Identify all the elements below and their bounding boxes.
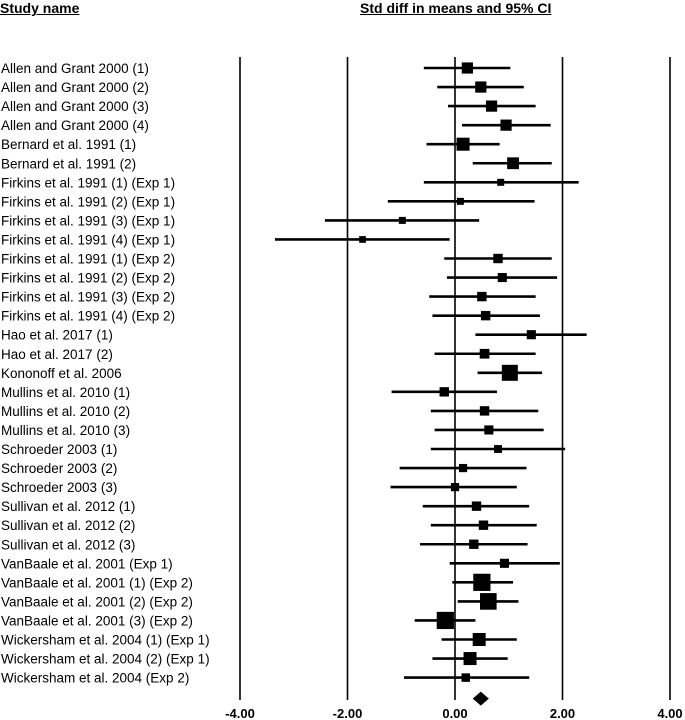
point-estimate	[359, 236, 366, 243]
point-estimate	[479, 406, 490, 416]
study-marks	[274, 62, 587, 682]
study-label: Bernard et al. 1991 (1)	[1, 137, 136, 152]
study-label: Sullivan et al. 2012 (1)	[1, 499, 135, 514]
study-label: VanBaale et al. 2001 (3) (Exp 2)	[1, 613, 193, 628]
effect-size-header: Std diff in means and 95% CI	[360, 0, 552, 16]
point-estimate	[472, 633, 486, 646]
study-label: Wickersham et al. 2004 (1) (Exp 1)	[1, 633, 210, 648]
point-estimate	[493, 253, 503, 264]
point-estimate	[456, 137, 470, 151]
study-label: Firkins et al. 1991 (3) (Exp 1)	[1, 213, 175, 228]
study-label: Schroeder 2003 (3)	[1, 480, 117, 495]
point-estimate	[477, 291, 487, 302]
study-label: Firkins et al. 1991 (3) (Exp 2)	[1, 290, 175, 305]
point-estimate	[436, 611, 454, 630]
study-name-header: Study name	[0, 0, 80, 16]
study-label: Firkins et al. 1991 (2) (Exp 2)	[1, 271, 175, 286]
point-estimate	[463, 652, 477, 666]
study-label: VanBaale et al. 2001 (2) (Exp 2)	[1, 594, 193, 609]
study-label: Allen and Grant 2000 (2)	[1, 80, 149, 95]
x-tick-label: 4.00	[657, 706, 682, 720]
x-tick-label: -4.00	[225, 706, 255, 720]
point-estimate	[501, 364, 518, 381]
study-label: Sullivan et al. 2012 (3)	[1, 537, 135, 552]
x-tick-label: 0.00	[442, 706, 467, 720]
point-estimate	[398, 216, 406, 224]
x-tick-label: -2.00	[333, 706, 363, 720]
study-label: Wickersham et al. 2004 (2) (Exp 1)	[1, 652, 210, 667]
study-label: Hao et al. 2017 (1)	[1, 328, 113, 343]
point-estimate	[480, 310, 491, 321]
point-estimate	[471, 501, 482, 511]
study-label: Sullivan et al. 2012 (2)	[1, 518, 135, 533]
study-label: Schroeder 2003 (1)	[1, 442, 117, 457]
point-estimate	[475, 81, 487, 93]
study-labels: Allen and Grant 2000 (1) Allen and Grant …	[1, 61, 210, 686]
study-label: Schroeder 2003 (2)	[1, 461, 117, 476]
point-estimate	[526, 330, 536, 340]
point-estimate	[494, 445, 502, 453]
summary-diamond	[472, 691, 489, 706]
study-label: Bernard et al. 1991 (2)	[1, 156, 136, 171]
point-estimate	[507, 157, 519, 170]
study-label: Allen and Grant 2000 (4)	[1, 118, 149, 133]
study-label: Firkins et al. 1991 (1) (Exp 2)	[1, 252, 175, 267]
point-estimate	[500, 119, 512, 131]
point-estimate	[458, 463, 468, 473]
study-label: Hao et al. 2017 (2)	[1, 347, 113, 362]
study-label: Mullins et al. 2010 (1)	[1, 385, 130, 400]
point-estimate	[478, 520, 489, 530]
study-label: Allen and Grant 2000 (3)	[1, 99, 149, 114]
study-label: Mullins et al. 2010 (3)	[1, 423, 130, 438]
study-label: Firkins et al. 1991 (1) (Exp 1)	[1, 175, 175, 190]
study-label: Firkins et al. 1991 (4) (Exp 2)	[1, 309, 175, 324]
point-estimate	[485, 100, 498, 112]
point-estimate	[450, 483, 460, 492]
x-tick-label: 2.00	[550, 706, 575, 720]
point-estimate	[497, 273, 507, 283]
study-label: VanBaale et al. 2001 (1) (Exp 2)	[1, 575, 193, 590]
study-label: Firkins et al. 1991 (2) (Exp 1)	[1, 194, 175, 209]
study-label: Allen and Grant 2000 (1)	[1, 61, 149, 76]
point-estimate	[439, 387, 449, 397]
study-label: Firkins et al. 1991 (4) (Exp 1)	[1, 232, 175, 247]
point-estimate	[456, 197, 464, 205]
x-axis-ticks: -4.00 -2.00 0.00 2.00 4.00	[225, 706, 682, 720]
point-estimate	[473, 573, 491, 591]
point-estimate	[479, 348, 490, 359]
point-estimate	[480, 593, 497, 610]
study-label: VanBaale et al. 2001 (Exp 1)	[1, 556, 173, 571]
study-label: Wickersham et al. 2004 (Exp 2)	[1, 671, 189, 686]
point-estimate	[461, 673, 470, 682]
point-estimate	[469, 539, 479, 549]
point-estimate	[484, 425, 494, 435]
point-estimate	[497, 178, 505, 186]
gridlines	[239, 57, 671, 700]
study-label: Mullins et al. 2010 (2)	[1, 404, 130, 419]
point-estimate	[461, 62, 473, 74]
summary-effect	[472, 691, 489, 706]
study-label: Kononoff et al. 2006	[1, 366, 122, 381]
point-estimate	[499, 558, 509, 568]
